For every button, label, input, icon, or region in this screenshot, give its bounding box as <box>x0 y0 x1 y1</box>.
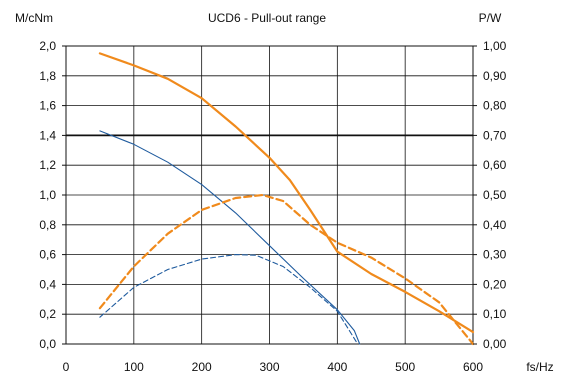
ticks-layer: 0,0 0,2 0,4 0,6 0,8 1,0 1,2 1,4 1,6 1,8 2,0 0,00 0,1… <box>39 39 506 373</box>
chart-title: UCD6 - Pull-out range <box>208 11 326 25</box>
y-right-tick-label: 1,00 <box>483 39 507 53</box>
y-left-tick-label: 1,0 <box>39 188 56 202</box>
y-right-tick-label: 0,20 <box>483 277 507 291</box>
y-right-tick-label: 0,90 <box>483 69 507 83</box>
y-left-tick-label: 2,0 <box>39 39 56 53</box>
y-right-tick-label: 0,40 <box>483 218 507 232</box>
y-right-tick-label: 0,80 <box>483 99 507 113</box>
y-right-tick-label: 0,10 <box>483 307 507 321</box>
blue-solid-series-line <box>100 131 360 344</box>
x-tick-label: 600 <box>463 360 483 373</box>
y-left-tick-label: 1,4 <box>39 128 56 142</box>
orange-dashed-series-line <box>100 195 473 344</box>
x-axis-label: fs/Hz <box>526 360 553 373</box>
y-left-tick-label: 0,6 <box>39 248 56 262</box>
y-right-tick-label: 0,60 <box>483 158 507 172</box>
x-tick-label: 0 <box>63 360 70 373</box>
y-right-tick-label: 0,30 <box>483 248 507 262</box>
y-right-tick-label: 0,00 <box>483 337 507 351</box>
y-right-tick-label: 0,70 <box>483 128 507 142</box>
blue-dashed-series-line <box>100 255 358 344</box>
series-layer <box>100 53 473 344</box>
x-tick-label: 500 <box>395 360 415 373</box>
y-left-tick-label: 1,8 <box>39 69 56 83</box>
x-tick-label: 100 <box>124 360 144 373</box>
y-left-tick-label: 0,8 <box>39 218 56 232</box>
x-tick-label: 200 <box>192 360 212 373</box>
y-axis-left-label: M/cNm <box>15 11 53 25</box>
x-tick-label: 300 <box>259 360 279 373</box>
grid-layer <box>66 46 473 344</box>
y-axis-right-label: P/W <box>479 11 502 25</box>
y-left-tick-label: 0,0 <box>39 337 56 351</box>
y-left-tick-label: 0,2 <box>39 307 56 321</box>
y-right-tick-label: 0,50 <box>483 188 507 202</box>
x-tick-label: 400 <box>327 360 347 373</box>
y-left-tick-label: 0,4 <box>39 277 56 291</box>
orange-solid-series-line <box>100 53 473 332</box>
y-left-tick-label: 1,2 <box>39 158 56 172</box>
y-left-tick-label: 1,6 <box>39 99 56 113</box>
